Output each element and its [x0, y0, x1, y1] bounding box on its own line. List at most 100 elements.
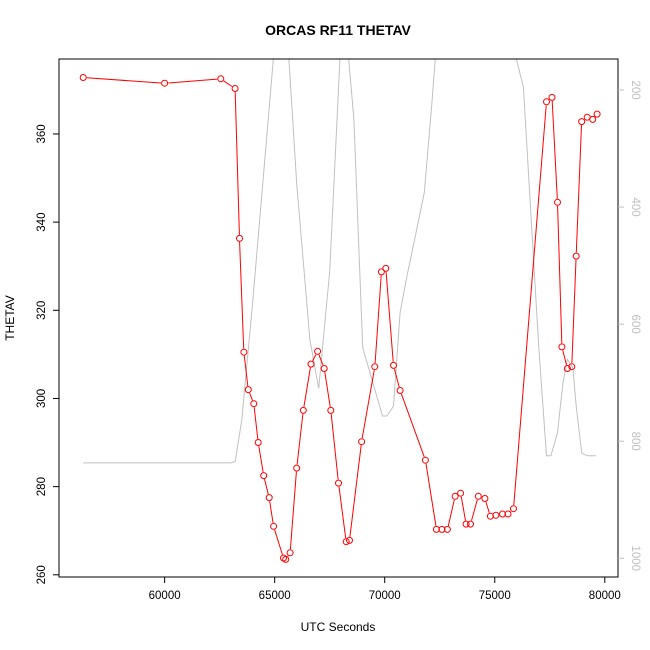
series-primary-segment: [253, 407, 259, 440]
series-primary-segment: [274, 529, 283, 555]
data-point: [286, 549, 294, 557]
series-primary-segment: [234, 92, 240, 235]
data-point: [260, 472, 268, 480]
data-point: [451, 492, 459, 500]
series-primary-segment: [318, 354, 324, 366]
y-tick-label: 260: [36, 565, 48, 584]
series-primary-segment: [86, 77, 162, 84]
x-tick-label: 75000: [479, 590, 511, 602]
series-primary-segment: [312, 354, 317, 362]
series-primary-segment: [562, 350, 567, 366]
series-primary-segment: [571, 259, 577, 364]
data-point: [314, 347, 322, 355]
series-primary-segment: [447, 499, 455, 527]
data-point: [558, 343, 566, 351]
data-point: [481, 495, 489, 502]
series-primary-segment: [557, 205, 563, 344]
data-point: [236, 234, 243, 242]
y-tick-label: 300: [36, 389, 48, 408]
series-primary-segment: [349, 445, 362, 537]
series-primary-segment: [264, 478, 269, 495]
series-primary-segment: [471, 499, 478, 521]
x-tick-label: 60000: [149, 590, 181, 602]
y2-axis: 200 400 600 800 1000: [618, 80, 641, 571]
data-point: [467, 520, 474, 528]
data-point: [578, 118, 586, 126]
data-point: [265, 494, 273, 502]
data-point: [342, 538, 350, 546]
series-primary-segment: [258, 446, 264, 473]
data-point: [270, 522, 278, 530]
data-point: [563, 365, 571, 372]
series-primary-segment: [513, 105, 547, 506]
series-primary-segment: [425, 463, 437, 526]
y2-tick-label: 600: [629, 315, 641, 334]
series-primary-segment: [289, 471, 297, 550]
series-primary-segment: [361, 370, 375, 439]
data-point: [486, 512, 494, 520]
data-point: [320, 365, 328, 372]
data-point: [382, 264, 390, 272]
y2-tick-label: 400: [629, 197, 641, 216]
data-point: [554, 198, 561, 206]
x-tick-label: 70000: [369, 590, 401, 602]
y2-tick-label: 1000: [629, 545, 641, 571]
series-primary-segment: [296, 413, 304, 465]
y2-tick-label: 800: [629, 432, 641, 451]
y-tick-label: 280: [36, 477, 48, 496]
series-primary-segment: [551, 100, 558, 199]
data-point: [589, 115, 597, 123]
series-primary-segment: [303, 367, 311, 407]
series-primary-segment: [485, 501, 490, 513]
y2-tick-label: 200: [629, 80, 641, 99]
data-point: [254, 439, 262, 446]
x-axis-label: UTC Seconds: [301, 620, 376, 634]
series-secondary: [83, 59, 596, 464]
data-point: [244, 386, 252, 394]
y-tick-label: 320: [36, 301, 48, 320]
chart-title: ORCAS RF11 THETAV: [265, 22, 411, 38]
data-point: [299, 406, 307, 414]
series-secondary-line: [83, 59, 596, 464]
plot-frame: [58, 58, 619, 578]
x-axis: 60000 65000 70000 75000 80000: [149, 577, 621, 602]
series-primary-segment: [223, 80, 233, 87]
series-primary-segment: [338, 486, 347, 539]
data-point: [593, 110, 601, 118]
data-point: [462, 520, 470, 528]
series-primary-segment: [385, 271, 394, 362]
series-primary-segment: [330, 413, 339, 480]
series-primary-segment: [393, 368, 400, 388]
data-point: [240, 348, 248, 356]
y-tick-label: 360: [36, 124, 48, 143]
data-point: [293, 464, 301, 472]
data-point: [474, 492, 482, 500]
series-primary-segment: [243, 355, 249, 387]
data-point: [396, 387, 404, 394]
data-point: [217, 75, 225, 83]
series-primary: [79, 74, 601, 563]
data-point: [335, 479, 342, 487]
data-point: [307, 360, 315, 368]
data-point: [390, 361, 397, 369]
data-point: [548, 93, 556, 101]
data-point: [510, 505, 517, 513]
y-axis-label: THETAV: [3, 295, 17, 341]
series-primary-segment: [269, 501, 274, 523]
data-point: [282, 555, 290, 563]
data-point: [327, 406, 335, 414]
data-point: [377, 268, 385, 276]
series-primary-segment: [460, 496, 466, 521]
data-point: [543, 98, 550, 106]
data-point: [371, 363, 379, 371]
data-point: [572, 252, 580, 260]
data-point: [79, 74, 87, 81]
series-primary-segment: [239, 241, 245, 349]
data-point: [443, 525, 451, 533]
x-tick-label: 65000: [259, 590, 291, 602]
data-point: [346, 536, 353, 544]
data-point: [492, 511, 500, 519]
data-point: [231, 85, 239, 92]
x-tick-label: 80000: [589, 590, 621, 602]
